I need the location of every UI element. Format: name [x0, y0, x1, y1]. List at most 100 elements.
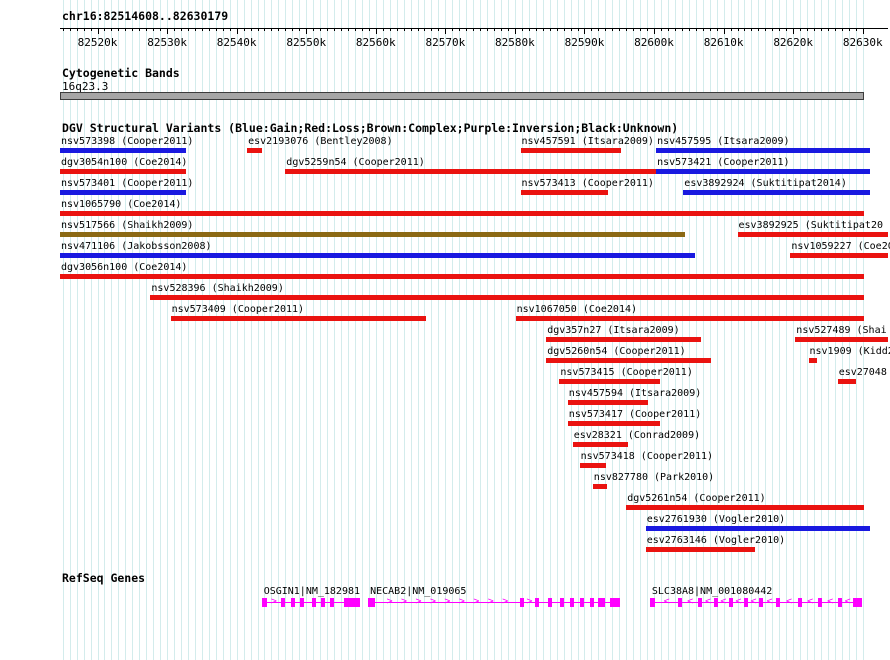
- gene-exon[interactable]: [728, 598, 733, 607]
- ruler-minor-tick: [153, 28, 155, 31]
- ruler-minor-tick: [598, 28, 600, 31]
- variant-bar[interactable]: [808, 358, 817, 363]
- variant-bar[interactable]: [515, 316, 864, 321]
- ruler-minor-tick: [76, 28, 78, 31]
- gene-exon[interactable]: [590, 598, 595, 607]
- gene-exon[interactable]: [320, 598, 325, 607]
- variant-bar[interactable]: [60, 211, 864, 216]
- gene-exon[interactable]: [535, 598, 540, 607]
- gene-exon[interactable]: [678, 598, 683, 607]
- gene-exon[interactable]: [343, 598, 360, 607]
- variant-label: nsv573415 (Cooper2011): [560, 367, 693, 378]
- variant-bar[interactable]: [683, 190, 870, 195]
- variant-bar[interactable]: [656, 148, 870, 153]
- ruler-minor-tick: [160, 28, 162, 31]
- variant-bar[interactable]: [520, 148, 621, 153]
- variant-label: nsv573417 (Cooper2011): [568, 409, 702, 420]
- strand-arrow-icon: <: [705, 596, 712, 607]
- variant-bar[interactable]: [592, 484, 607, 489]
- gene-exon[interactable]: [329, 598, 335, 607]
- variant-bar[interactable]: [60, 169, 186, 174]
- variant-label: nsv573401 (Cooper2011): [61, 178, 194, 189]
- variant-label: dgv5260n54 (Cooper2011): [547, 346, 686, 357]
- ruler-major-tick: [97, 28, 99, 34]
- gene-exon[interactable]: [368, 598, 376, 607]
- variant-bar[interactable]: [572, 442, 629, 447]
- variant-bar[interactable]: [285, 169, 666, 174]
- ruler-minor-tick: [661, 28, 662, 31]
- gridline: [375, 0, 377, 660]
- ruler-minor-tick: [807, 28, 809, 31]
- gene-exon[interactable]: [519, 598, 524, 607]
- gridline: [396, 0, 398, 660]
- ruler-minor-tick: [466, 28, 468, 31]
- variant-bar[interactable]: [645, 526, 870, 531]
- variant-bar[interactable]: [559, 379, 661, 384]
- ruler-minor-tick: [271, 28, 273, 31]
- variant-bar[interactable]: [60, 274, 864, 279]
- gene-exon[interactable]: [598, 598, 605, 607]
- gene-exon[interactable]: [817, 598, 823, 607]
- gene-exon[interactable]: [775, 598, 780, 607]
- ruler-minor-tick: [354, 28, 356, 31]
- variant-bar[interactable]: [546, 358, 712, 363]
- gridline: [647, 0, 649, 660]
- cytoband-name-label: 16q23.3: [62, 80, 109, 93]
- variant-bar[interactable]: [520, 190, 609, 195]
- gene-exon[interactable]: [290, 598, 296, 607]
- gene-exon[interactable]: [798, 598, 803, 607]
- gene-exon[interactable]: [569, 598, 575, 607]
- gridline: [271, 0, 273, 660]
- gene-exon[interactable]: [697, 598, 703, 607]
- variant-label: esv2761930 (Vogler2010): [646, 514, 786, 525]
- gene-exon[interactable]: [261, 598, 268, 607]
- gridline: [306, 0, 308, 660]
- variant-bar[interactable]: [656, 169, 870, 174]
- gene-exon[interactable]: [300, 598, 305, 607]
- variant-bar[interactable]: [150, 295, 864, 300]
- variant-bar[interactable]: [60, 232, 686, 237]
- gene-exon[interactable]: [311, 598, 316, 607]
- variant-bar[interactable]: [170, 316, 426, 321]
- variant-bar[interactable]: [626, 505, 864, 510]
- ruler-major-tick: [723, 28, 725, 34]
- variant-bar[interactable]: [645, 547, 755, 552]
- ruler-minor-tick: [424, 28, 426, 31]
- gridline: [438, 0, 440, 660]
- cytoband-bar[interactable]: [60, 92, 864, 100]
- variant-bar[interactable]: [60, 253, 696, 258]
- variant-label: nsv1059227 (Coe20: [791, 241, 890, 252]
- gene-exon[interactable]: [610, 598, 620, 607]
- gene-line: [368, 602, 620, 603]
- gene-exon[interactable]: [560, 598, 564, 607]
- gene-exon[interactable]: [743, 598, 748, 607]
- variant-bar[interactable]: [579, 463, 606, 468]
- variant-bar[interactable]: [60, 148, 186, 153]
- variant-label: nsv1065790 (Coe2014): [61, 199, 182, 210]
- variant-bar[interactable]: [837, 379, 857, 384]
- ruler-minor-tick: [83, 28, 85, 31]
- ruler-minor-tick: [410, 28, 412, 31]
- gridline: [431, 0, 433, 660]
- variant-bar[interactable]: [546, 337, 702, 342]
- variant-bar[interactable]: [567, 421, 661, 426]
- gene-exon[interactable]: [759, 598, 764, 607]
- gridline: [417, 0, 419, 660]
- ruler-minor-tick: [640, 28, 642, 31]
- variant-bar[interactable]: [790, 253, 888, 258]
- gene-exon[interactable]: [548, 598, 553, 607]
- variant-bar[interactable]: [567, 400, 648, 405]
- ruler-minor-tick: [278, 28, 280, 31]
- gene-exon[interactable]: [649, 598, 656, 607]
- gridline: [556, 0, 558, 660]
- variant-bar[interactable]: [737, 232, 888, 237]
- ruler-minor-tick: [452, 28, 454, 31]
- gene-exon[interactable]: [853, 598, 862, 607]
- gene-exon[interactable]: [838, 598, 843, 607]
- variant-bar[interactable]: [60, 190, 186, 195]
- gene-exon[interactable]: [580, 598, 585, 607]
- gene-exon[interactable]: [280, 598, 285, 607]
- gene-exon[interactable]: [713, 598, 719, 607]
- variant-bar[interactable]: [795, 337, 888, 342]
- variant-bar[interactable]: [247, 148, 263, 153]
